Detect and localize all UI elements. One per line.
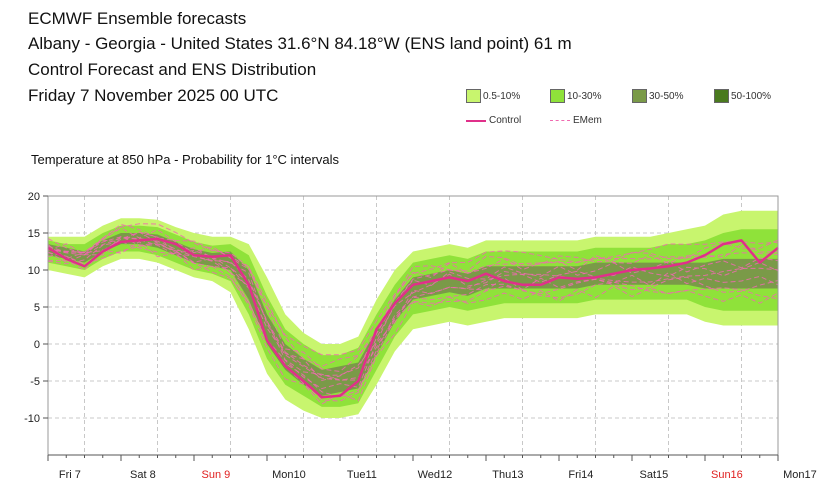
x-tick-label: Sun 9 (202, 469, 231, 481)
x-tick-label: Fri 7 (59, 469, 81, 481)
x-tick-label: Mon10 (272, 469, 306, 481)
legend-label: 10-30% (567, 90, 602, 102)
control-line (47, 237, 779, 399)
y-tick-label: -5 (30, 376, 40, 388)
emem-line-icon (550, 120, 570, 121)
y-tick-label: 20 (28, 191, 40, 203)
y-tick-label: -10 (24, 413, 40, 425)
legend-item-control: Control (466, 115, 521, 126)
x-tick-label: Sat 8 (130, 469, 156, 481)
y-tick-label: 15 (28, 228, 40, 240)
emem-line (47, 223, 779, 367)
emem-line (47, 231, 779, 381)
legend-swatch-icon (466, 89, 481, 103)
legend-swatch-icon (714, 89, 729, 103)
emem-line (47, 241, 779, 405)
emem-line (47, 231, 779, 382)
legend-swatch-icon (550, 89, 565, 103)
location-line: Albany - Georgia - United States 31.6°N … (28, 34, 572, 53)
legend-label: Control (489, 115, 522, 126)
control-line-icon (466, 119, 486, 122)
x-tick-label: Wed12 (418, 469, 453, 481)
emem-line (47, 241, 779, 398)
legend-item-50-100: 50-100% (714, 89, 771, 103)
ensemble-band-30-50 (48, 233, 778, 396)
x-tick-label: Fri14 (568, 469, 593, 481)
emem-line (47, 236, 779, 381)
legend: 0.5-10% 10-30% 30-50% 50-100% Control EM… (466, 89, 806, 133)
temperature-chart: 20 15 10 5 0 -5 -10 Fri 7 Sat 8 Sun 9 Mon10 Tue11 We… (24, 191, 817, 481)
emem-line (47, 227, 779, 373)
forecast-type-line: Control Forecast and ENS Distribution (28, 60, 317, 79)
legend-item-0-5-10: 0.5-10% (466, 89, 520, 103)
ensemble-members (47, 223, 779, 405)
legend-item-30-50: 30-50% (632, 89, 683, 103)
x-tick-label: Tue11 (347, 469, 377, 481)
legend-label: 0.5-10% (483, 90, 521, 102)
emem-line (47, 243, 779, 402)
legend-item-emem: EMem (550, 115, 602, 126)
plot-subtitle: Temperature at 850 hPa - Probability for… (31, 152, 339, 167)
x-tick-label: Sat15 (640, 469, 669, 481)
chart-title-line-1: ECMWF Ensemble forecasts (28, 9, 247, 28)
emem-line (47, 235, 779, 390)
legend-label: 50-100% (731, 90, 772, 102)
legend-label: EMem (573, 115, 602, 126)
emem-line (47, 237, 779, 377)
x-tick-label: Mon17 (783, 469, 817, 481)
legend-item-10-30: 10-30% (550, 89, 601, 103)
x-tick-label: Sun16 (711, 469, 743, 481)
y-tick-label: 0 (34, 339, 40, 351)
emem-line (47, 223, 779, 356)
y-tick-label: 10 (28, 265, 40, 277)
y-tick-label: 5 (34, 302, 40, 314)
x-tick-label: Thu13 (492, 469, 523, 481)
forecast-date-line: Friday 7 November 2025 00 UTC (28, 86, 279, 105)
legend-swatch-icon (632, 89, 647, 103)
legend-label: 30-50% (649, 90, 684, 102)
